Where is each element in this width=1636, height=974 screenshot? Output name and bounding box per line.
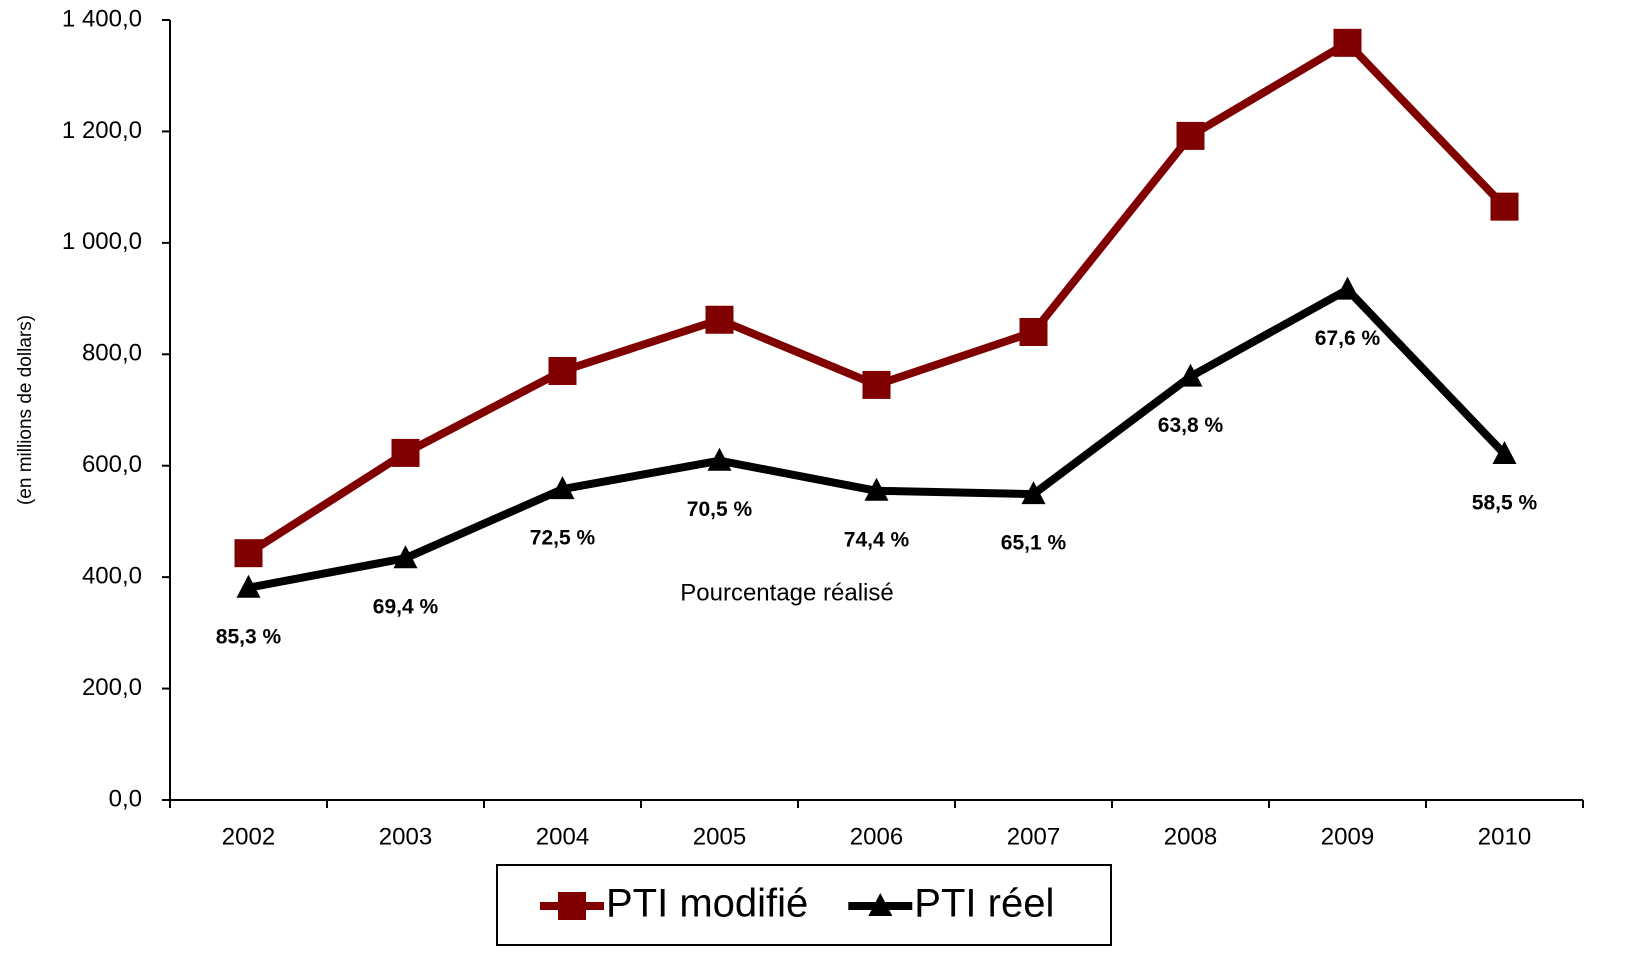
percent-label: 69,4 % (373, 596, 439, 619)
percent-label: 65,1 % (1001, 532, 1067, 555)
point (1176, 121, 1205, 150)
percent-label: 58,5 % (1472, 492, 1538, 515)
point (548, 357, 577, 385)
x-tick-label: 2005 (693, 823, 746, 850)
legend-label: PTI modifié (606, 882, 808, 926)
point (707, 447, 732, 471)
y-tick-label: 1 000,0 (62, 228, 142, 255)
point (864, 477, 889, 501)
legend-marker (558, 892, 586, 920)
percent-label: 85,3 % (216, 625, 282, 648)
x-tick-label: 2007 (1007, 823, 1060, 850)
point (1021, 481, 1046, 505)
point (1335, 276, 1360, 300)
series-line (246, 38, 1508, 557)
legend-marker (868, 893, 893, 916)
x-tick-label: 2010 (1478, 823, 1531, 850)
x-tick-label: 2009 (1321, 823, 1374, 850)
percent-label: 72,5 % (530, 527, 596, 550)
point (705, 305, 734, 334)
x-tick-label: 2006 (850, 823, 903, 850)
y-tick-label: 0,0 (109, 785, 142, 812)
y-axis-label: (en millions de dollars) (15, 315, 36, 505)
percent-label: 67,6 % (1315, 327, 1381, 350)
point (1492, 441, 1517, 465)
annotation: Pourcentage réalisé (680, 579, 893, 606)
percent-label: 70,5 % (687, 498, 753, 521)
x-tick-label: 2008 (1164, 823, 1217, 850)
point (862, 370, 891, 399)
point (1019, 318, 1048, 346)
y-tick-label: 600,0 (82, 451, 142, 478)
point (234, 539, 263, 568)
y-tick-label: 1 200,0 (62, 117, 142, 144)
y-tick-label: 1 400,0 (62, 5, 142, 32)
point (1490, 192, 1519, 221)
percent-label: 63,8 % (1158, 414, 1224, 437)
point (391, 438, 420, 467)
y-tick-label: 200,0 (82, 674, 142, 701)
point (550, 476, 575, 500)
y-tick-label: 800,0 (82, 340, 142, 367)
x-tick-label: 2004 (536, 823, 589, 850)
point (236, 574, 261, 598)
point (393, 545, 418, 569)
x-tick-label: 2003 (379, 823, 432, 850)
point (1333, 28, 1362, 57)
point (1178, 363, 1203, 387)
x-tick-label: 2002 (222, 823, 275, 850)
percent-label: 74,4 % (844, 528, 910, 551)
y-tick-label: 400,0 (82, 562, 142, 589)
legend-label: PTI réel (914, 882, 1054, 926)
